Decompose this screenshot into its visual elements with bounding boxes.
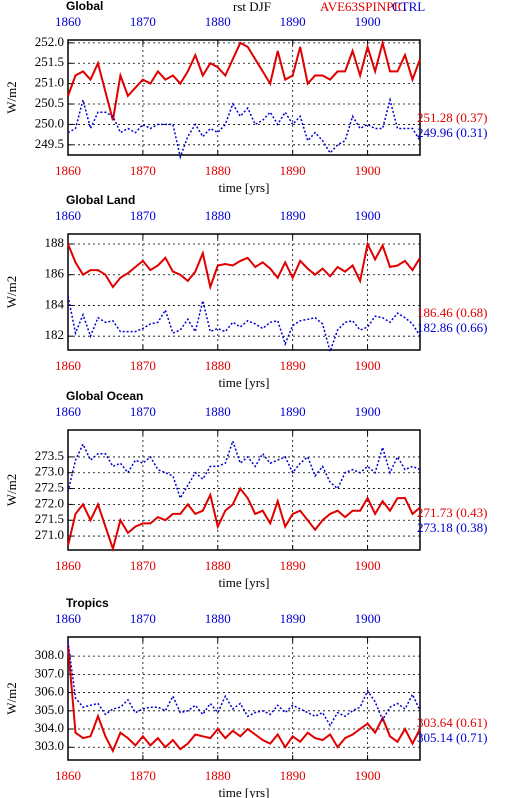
stat-annotation: 273.18 (0.38) [417, 520, 487, 535]
plot-frame [67, 233, 421, 351]
x-tick-label-top: 1860 [55, 208, 81, 223]
x-tick-label-top: 1870 [130, 611, 156, 626]
x-tick-label-top: 1860 [55, 14, 81, 29]
y-axis-label: W/m2 [4, 276, 19, 309]
plot-frame [67, 636, 421, 761]
series-line [67, 438, 421, 500]
x-tick-label: 1900 [355, 768, 381, 783]
y-axis-label: W/m2 [4, 682, 19, 715]
series-line [67, 96, 421, 160]
panel-title: Global [66, 0, 103, 13]
stat-annotation: 182.86 (0.66) [417, 320, 487, 335]
x-tick-label-top: 1890 [280, 404, 306, 419]
y-tick-label: 186 [45, 266, 65, 281]
stat-annotation: 249.96 (0.31) [417, 125, 487, 140]
x-tick-label: 1870 [130, 558, 156, 573]
y-tick-label: 272.5 [35, 480, 64, 495]
stat-annotation: 251.28 (0.37) [417, 110, 487, 125]
stat-annotation: 303.64 (0.61) [417, 715, 487, 730]
x-tick-label: 1890 [280, 163, 306, 178]
x-tick-label: 1860 [55, 358, 81, 373]
panel-subtitle: rst DJF [233, 0, 271, 14]
y-tick-label: 305.0 [35, 702, 64, 717]
panel-title: Global Land [66, 193, 135, 207]
y-tick-label: 306.0 [35, 684, 64, 699]
x-tick-label: 1860 [55, 768, 81, 783]
x-tick-label-top: 1870 [130, 208, 156, 223]
x-tick-label: 1890 [280, 358, 306, 373]
series-line [67, 240, 421, 291]
x-tick-label: 1890 [280, 768, 306, 783]
x-tick-label-top: 1880 [205, 404, 231, 419]
x-axis-label: time [yrs] [219, 785, 270, 798]
x-tick-label: 1900 [355, 163, 381, 178]
y-tick-label: 272.0 [35, 495, 64, 510]
x-tick-label-top: 1900 [355, 14, 381, 29]
y-axis-label: W/m2 [4, 81, 19, 114]
plot-frame [67, 39, 421, 156]
series-line [67, 645, 421, 754]
legend-entry: CTRL [392, 0, 425, 14]
x-tick-label-top: 1900 [355, 208, 381, 223]
x-tick-label-top: 1880 [205, 14, 231, 29]
x-tick-label: 1870 [130, 163, 156, 178]
series-line [67, 38, 421, 121]
y-tick-label: 188 [45, 235, 65, 250]
x-tick-label: 1900 [355, 558, 381, 573]
y-tick-label: 250.0 [35, 115, 64, 130]
x-tick-label: 1880 [205, 358, 231, 373]
series-line [67, 296, 421, 355]
x-tick-label: 1860 [55, 558, 81, 573]
x-tick-label-top: 1860 [55, 404, 81, 419]
x-tick-label-top: 1890 [280, 208, 306, 223]
y-tick-label: 303.0 [35, 738, 64, 753]
x-axis-label: time [yrs] [219, 575, 270, 590]
series-line [67, 486, 421, 553]
x-tick-label: 1900 [355, 358, 381, 373]
x-tick-label-top: 1890 [280, 611, 306, 626]
stat-annotation: 271.73 (0.43) [417, 505, 487, 520]
x-tick-label-top: 1870 [130, 14, 156, 29]
stat-annotation: 305.14 (0.71) [417, 730, 487, 745]
x-tick-label-top: 1860 [55, 611, 81, 626]
series-line [67, 641, 421, 727]
y-axis-label: W/m2 [4, 474, 19, 507]
x-tick-label-top: 1880 [205, 611, 231, 626]
x-tick-label-top: 1890 [280, 14, 306, 29]
legend-entry: AVE63SPINPIC [320, 0, 406, 14]
x-tick-label-top: 1900 [355, 404, 381, 419]
y-tick-label: 251.5 [35, 54, 64, 69]
x-tick-label: 1860 [55, 163, 81, 178]
stat-annotation: 186.46 (0.68) [417, 305, 487, 320]
y-tick-label: 273.5 [35, 448, 64, 463]
x-axis-label: time [yrs] [219, 375, 270, 390]
y-tick-label: 273.0 [35, 464, 64, 479]
x-tick-label: 1870 [130, 358, 156, 373]
panel-title: Global Ocean [66, 389, 143, 403]
y-tick-label: 182 [45, 327, 65, 342]
y-tick-label: 250.5 [35, 95, 64, 110]
x-tick-label: 1870 [130, 768, 156, 783]
y-tick-label: 252.0 [35, 34, 64, 49]
y-tick-label: 251.0 [35, 75, 64, 90]
x-tick-label: 1880 [205, 163, 231, 178]
x-tick-label-top: 1880 [205, 208, 231, 223]
x-tick-label: 1880 [205, 558, 231, 573]
y-tick-label: 249.5 [35, 136, 64, 151]
x-tick-label-top: 1900 [355, 611, 381, 626]
y-tick-label: 308.0 [35, 647, 64, 662]
y-tick-label: 304.0 [35, 720, 64, 735]
x-tick-label: 1890 [280, 558, 306, 573]
x-axis-label: time [yrs] [219, 180, 270, 195]
y-tick-label: 184 [45, 296, 65, 311]
y-tick-label: 307.0 [35, 665, 64, 680]
x-tick-label: 1880 [205, 768, 231, 783]
y-tick-label: 271.0 [35, 527, 64, 542]
y-tick-label: 271.5 [35, 511, 64, 526]
panel-title: Tropics [66, 596, 109, 610]
x-tick-label-top: 1870 [130, 404, 156, 419]
